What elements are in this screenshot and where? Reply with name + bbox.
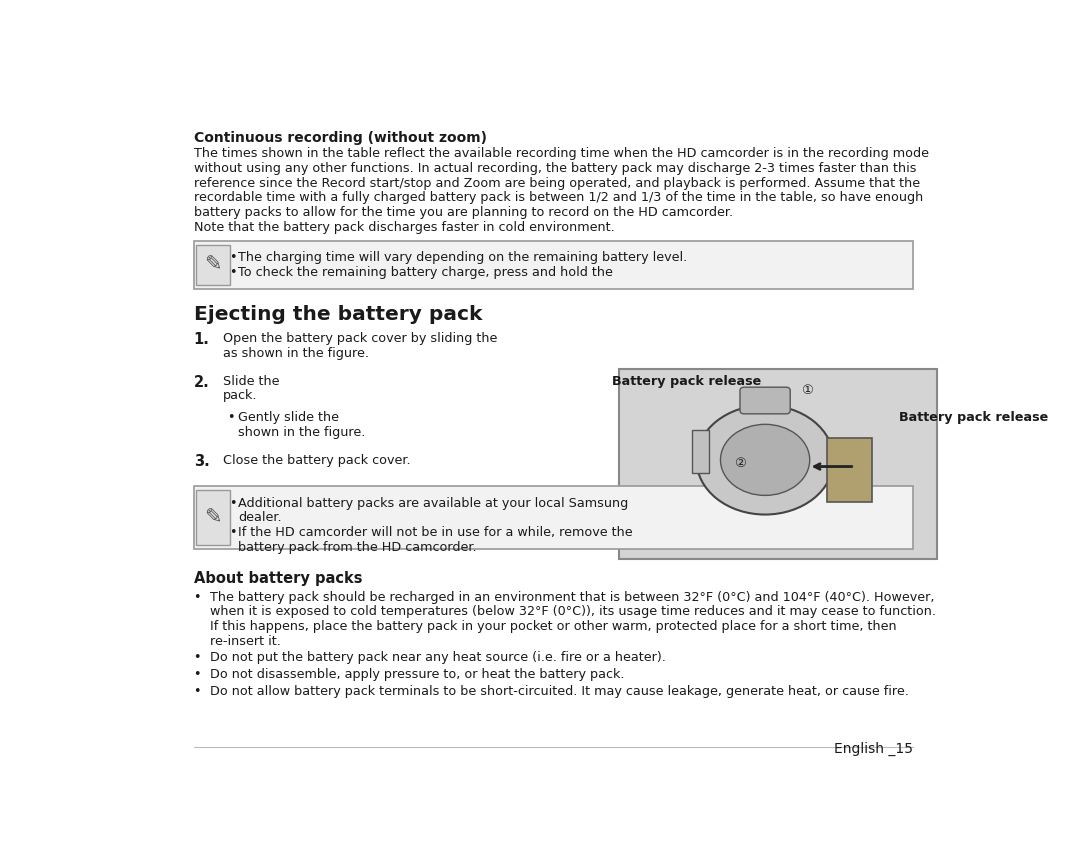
Text: battery pack from the HD camcorder.: battery pack from the HD camcorder. (238, 540, 476, 553)
Circle shape (697, 405, 834, 514)
Text: ①: ① (801, 384, 813, 397)
Text: pack.: pack. (222, 389, 257, 402)
Text: 2.: 2. (193, 374, 210, 390)
Text: •: • (193, 591, 201, 604)
Text: Gently slide the: Gently slide the (238, 411, 343, 424)
FancyBboxPatch shape (740, 387, 791, 414)
Text: Battery pack release: Battery pack release (611, 374, 761, 387)
FancyBboxPatch shape (197, 244, 230, 285)
Text: shown in the figure.: shown in the figure. (238, 426, 365, 439)
Text: Ejecting the battery pack: Ejecting the battery pack (193, 306, 482, 324)
Text: •: • (230, 526, 238, 539)
Text: English _15: English _15 (835, 742, 914, 756)
Text: Note that the battery pack discharges faster in cold environment.: Note that the battery pack discharges fa… (193, 221, 615, 234)
Text: ✎: ✎ (204, 255, 221, 275)
Text: Slide the: Slide the (222, 374, 283, 387)
Text: without using any other functions. In actual recording, the battery pack may dis: without using any other functions. In ac… (193, 162, 916, 175)
Text: re-insert it.: re-insert it. (211, 635, 281, 648)
Text: About battery packs: About battery packs (193, 571, 362, 585)
FancyBboxPatch shape (692, 430, 708, 473)
FancyBboxPatch shape (197, 490, 230, 546)
Text: ②: ② (734, 456, 746, 469)
FancyBboxPatch shape (193, 241, 914, 288)
Text: •: • (193, 685, 201, 698)
Text: when it is exposed to cold temperatures (below 32°F (0°C)), its usage time reduc: when it is exposed to cold temperatures … (211, 605, 936, 618)
Text: Do not put the battery pack near any heat source (i.e. fire or a heater).: Do not put the battery pack near any hea… (211, 651, 666, 664)
Text: recordable time with a fully charged battery pack is between 1/2 and 1/3 of the : recordable time with a fully charged bat… (193, 191, 922, 204)
Text: The charging time will vary depending on the remaining battery level.: The charging time will vary depending on… (238, 251, 687, 264)
Circle shape (720, 424, 810, 495)
Text: as shown in the figure.: as shown in the figure. (222, 346, 369, 359)
Text: •: • (230, 497, 238, 510)
Text: ✎: ✎ (204, 507, 221, 527)
Text: To check the remaining battery charge, press and hold the: To check the remaining battery charge, p… (238, 266, 617, 279)
Text: •: • (230, 266, 238, 279)
Text: Close the battery pack cover.: Close the battery pack cover. (222, 454, 410, 467)
Text: The battery pack should be recharged in an environment that is between 32°F (0°C: The battery pack should be recharged in … (211, 591, 935, 604)
FancyBboxPatch shape (827, 438, 873, 502)
Text: 3.: 3. (193, 454, 210, 469)
Text: •: • (193, 651, 201, 664)
Text: Additional battery packs are available at your local Samsung: Additional battery packs are available a… (238, 497, 629, 510)
Text: •: • (227, 411, 234, 424)
Text: Continuous recording (without zoom): Continuous recording (without zoom) (193, 131, 487, 145)
Text: •: • (193, 668, 201, 681)
Text: dealer.: dealer. (238, 511, 282, 524)
Text: If the HD camcorder will not be in use for a while, remove the: If the HD camcorder will not be in use f… (238, 526, 633, 539)
Text: The times shown in the table reflect the available recording time when the HD ca: The times shown in the table reflect the… (193, 147, 929, 160)
FancyBboxPatch shape (619, 369, 936, 559)
Text: 1.: 1. (193, 332, 210, 347)
FancyBboxPatch shape (193, 486, 914, 549)
Text: Open the battery pack cover by sliding the: Open the battery pack cover by sliding t… (222, 332, 501, 345)
Text: Do not disassemble, apply pressure to, or heat the battery pack.: Do not disassemble, apply pressure to, o… (211, 668, 625, 681)
Text: If this happens, place the battery pack in your pocket or other warm, protected : If this happens, place the battery pack … (211, 620, 897, 633)
Text: •: • (230, 251, 238, 264)
Text: Battery pack release: Battery pack release (899, 411, 1049, 424)
Text: Do not allow battery pack terminals to be short-circuited. It may cause leakage,: Do not allow battery pack terminals to b… (211, 685, 909, 698)
Text: battery packs to allow for the time you are planning to record on the HD camcord: battery packs to allow for the time you … (193, 206, 732, 219)
Text: reference since the Record start/stop and Zoom are being operated, and playback : reference since the Record start/stop an… (193, 177, 920, 190)
